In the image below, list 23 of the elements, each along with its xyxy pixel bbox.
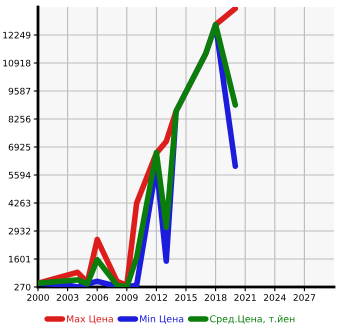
x-tick-label: 2024 (264, 294, 286, 301)
x-tick-label: 2021 (234, 294, 256, 301)
x-tick-label: 2006 (86, 294, 108, 301)
y-tick-label: 1601 (9, 256, 30, 263)
y-tick-label: 4263 (8, 200, 30, 207)
y-tick-label: 6925 (8, 144, 30, 151)
x-tick-label: 2012 (146, 294, 167, 301)
legend-label: Сред.Цена, т.йен (210, 315, 294, 324)
y-tick-label: 9587 (8, 88, 30, 95)
x-tick-label: 2000 (27, 294, 49, 301)
x-tick-label: 2015 (175, 294, 197, 301)
x-tick-label: 2018 (204, 294, 226, 301)
y-tick-label: 8256 (8, 116, 30, 123)
y-tick-label: 5594 (8, 172, 31, 179)
x-tick-label: 2003 (56, 294, 78, 301)
y-tick-label: 12249 (3, 32, 30, 39)
x-tick-label: 2009 (116, 294, 138, 301)
y-tick-label: 10918 (3, 60, 30, 67)
y-tick-label: 270 (14, 284, 30, 291)
x-tick-label: 2027 (294, 294, 316, 301)
legend-label: Max Цена (66, 315, 113, 324)
y-tick-label: 2932 (8, 228, 30, 235)
legend-label: Min Цена (140, 315, 184, 324)
